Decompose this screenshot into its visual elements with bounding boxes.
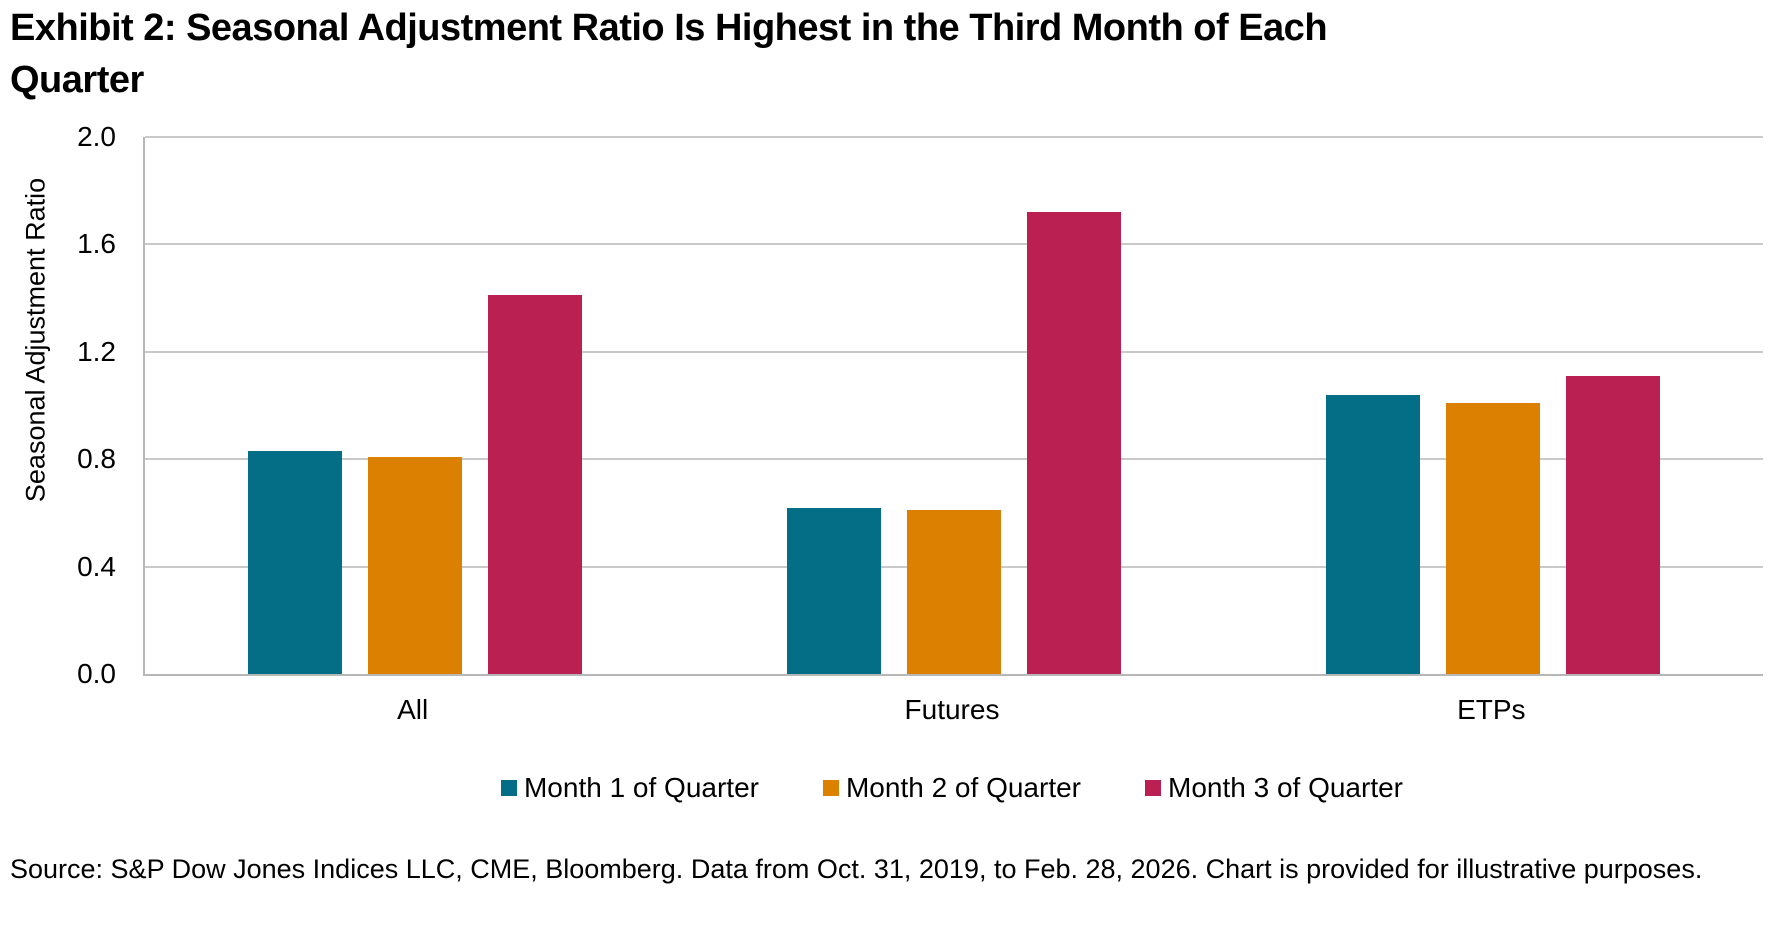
legend-label-month-3-of-quarter: Month 3 of Quarter bbox=[1168, 772, 1404, 803]
gridline-2.0 bbox=[145, 136, 1763, 138]
bar-month-2-of-quarter-futures bbox=[907, 510, 1001, 674]
chart-title-line-1: Exhibit 2: Seasonal Adjustment Ratio Is … bbox=[10, 7, 1328, 49]
y-tick-label-1.6: 1.6 bbox=[77, 228, 116, 260]
legend-swatch-month-2-of-quarter bbox=[822, 780, 839, 796]
legend-swatch-month-3-of-quarter bbox=[1145, 780, 1161, 796]
x-category-label-etps: ETPs bbox=[1457, 694, 1526, 725]
y-tick-label-0.4: 0.4 bbox=[77, 550, 116, 582]
gridline-1.2 bbox=[145, 350, 1763, 353]
bar-month-1-of-quarter-all bbox=[247, 451, 342, 674]
legend-item-month-3-of-quarter: Month 3 of Quarter bbox=[1145, 772, 1403, 804]
bar-month-3-of-quarter-etps bbox=[1566, 375, 1661, 674]
chart-title: Exhibit 2: Seasonal Adjustment Ratio Is … bbox=[10, 2, 1328, 106]
y-tick-label-0.0: 0.0 bbox=[77, 658, 116, 689]
gridline-1.6 bbox=[145, 243, 1763, 246]
legend-label-month-1-of-quarter: Month 1 of Quarter bbox=[523, 772, 759, 803]
legend-label-month-2-of-quarter: Month 2 of Quarter bbox=[845, 772, 1081, 803]
chart-title-line-2: Quarter bbox=[10, 59, 144, 101]
y-tick-label-1.2: 1.2 bbox=[77, 335, 116, 367]
legend: Month 1 of Quarter Month 2 of Quarter Mont… bbox=[143, 772, 1761, 804]
bar-month-3-of-quarter-futures bbox=[1027, 212, 1121, 674]
y-tick-label-0.8: 0.8 bbox=[77, 443, 116, 475]
x-category-label-all: All bbox=[397, 694, 429, 725]
legend-swatch-month-1-of-quarter bbox=[500, 780, 517, 796]
bar-month-1-of-quarter-futures bbox=[787, 507, 881, 674]
legend-item-month-1-of-quarter: Month 1 of Quarter bbox=[500, 772, 759, 804]
bar-month-2-of-quarter-etps bbox=[1446, 402, 1541, 674]
legend-item-month-2-of-quarter: Month 2 of Quarter bbox=[822, 772, 1081, 804]
source-note: Source: S&P Dow Jones Indices LLC, CME, … bbox=[10, 854, 1703, 884]
gridline-0.8 bbox=[145, 458, 1763, 461]
bar-month-1-of-quarter-etps bbox=[1326, 394, 1421, 674]
plot-area bbox=[143, 136, 1763, 676]
bar-month-3-of-quarter-all bbox=[487, 295, 582, 674]
x-category-label-futures: Futures bbox=[904, 694, 1000, 725]
y-tick-label-2.0: 2.0 bbox=[77, 121, 116, 152]
bar-month-2-of-quarter-all bbox=[367, 456, 462, 674]
